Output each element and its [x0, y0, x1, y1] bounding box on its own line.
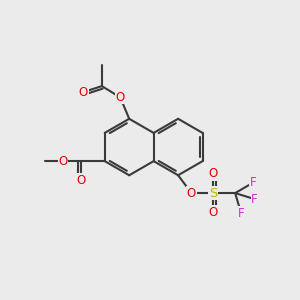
Text: O: O	[116, 91, 125, 104]
Text: F: F	[250, 176, 256, 189]
Text: O: O	[187, 187, 196, 200]
Text: F: F	[238, 207, 244, 220]
Text: O: O	[58, 154, 68, 168]
Text: O: O	[79, 85, 88, 98]
Text: S: S	[209, 187, 217, 200]
Text: O: O	[208, 206, 218, 219]
Text: O: O	[76, 174, 86, 187]
Text: F: F	[251, 193, 258, 206]
Text: O: O	[208, 167, 218, 180]
